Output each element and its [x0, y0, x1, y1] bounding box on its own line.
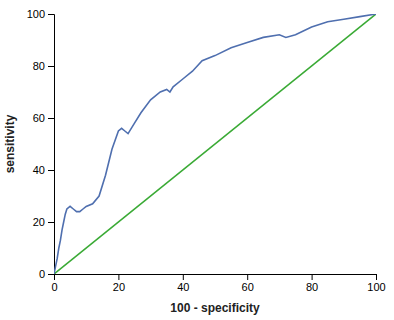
tick: 0 — [51, 274, 57, 293]
tick-mark — [48, 274, 54, 275]
tick: 80 — [33, 60, 54, 72]
tick-label: 40 — [33, 164, 45, 176]
tick-mark — [48, 222, 54, 223]
tick-mark — [48, 14, 54, 15]
tick-mark — [312, 274, 313, 280]
tick-label: 100 — [27, 8, 45, 20]
tick: 60 — [242, 274, 254, 293]
tick-label: 40 — [177, 281, 189, 293]
tick-mark — [48, 170, 54, 171]
tick-label: 0 — [39, 268, 45, 280]
tick-label: 80 — [306, 281, 318, 293]
tick-label: 60 — [33, 112, 45, 124]
tick: 20 — [33, 216, 54, 228]
tick-mark — [48, 118, 54, 119]
axis-line — [48, 15, 55, 275]
tick: 20 — [113, 274, 125, 293]
tick: 40 — [33, 164, 54, 176]
tick-label: 80 — [33, 60, 45, 72]
y-axis: 0 20 40 60 80 100 — [27, 8, 55, 280]
marks — [54, 14, 376, 274]
tick: 0 — [39, 268, 54, 280]
y-axis-title: sensitivity — [3, 114, 17, 173]
tick: 40 — [177, 274, 189, 293]
tick-mark — [247, 274, 248, 280]
tick: 60 — [33, 112, 54, 124]
chart: 0 20 40 60 80 100 0 20 40 60 80 100 100 - specificit… — [0, 0, 394, 320]
tick-label: 20 — [113, 281, 125, 293]
series-line — [54, 14, 376, 274]
plot: 0 20 40 60 80 100 0 20 40 60 80 100 — [27, 8, 386, 293]
series-line — [54, 14, 376, 274]
x-axis: 0 20 40 60 80 100 — [51, 274, 385, 293]
tick: 80 — [306, 274, 318, 293]
tick-label: 100 — [367, 281, 385, 293]
tick-mark — [118, 274, 119, 280]
tick-mark — [183, 274, 184, 280]
tick-mark — [48, 66, 54, 67]
tick-label: 20 — [33, 216, 45, 228]
tick: 100 — [27, 8, 54, 20]
tick: 100 — [367, 274, 385, 293]
tick-label: 0 — [51, 281, 57, 293]
x-axis-title: 100 - specificity — [170, 301, 260, 315]
tick-mark — [376, 274, 377, 280]
axis-line — [55, 275, 377, 281]
tick-label: 60 — [242, 281, 254, 293]
